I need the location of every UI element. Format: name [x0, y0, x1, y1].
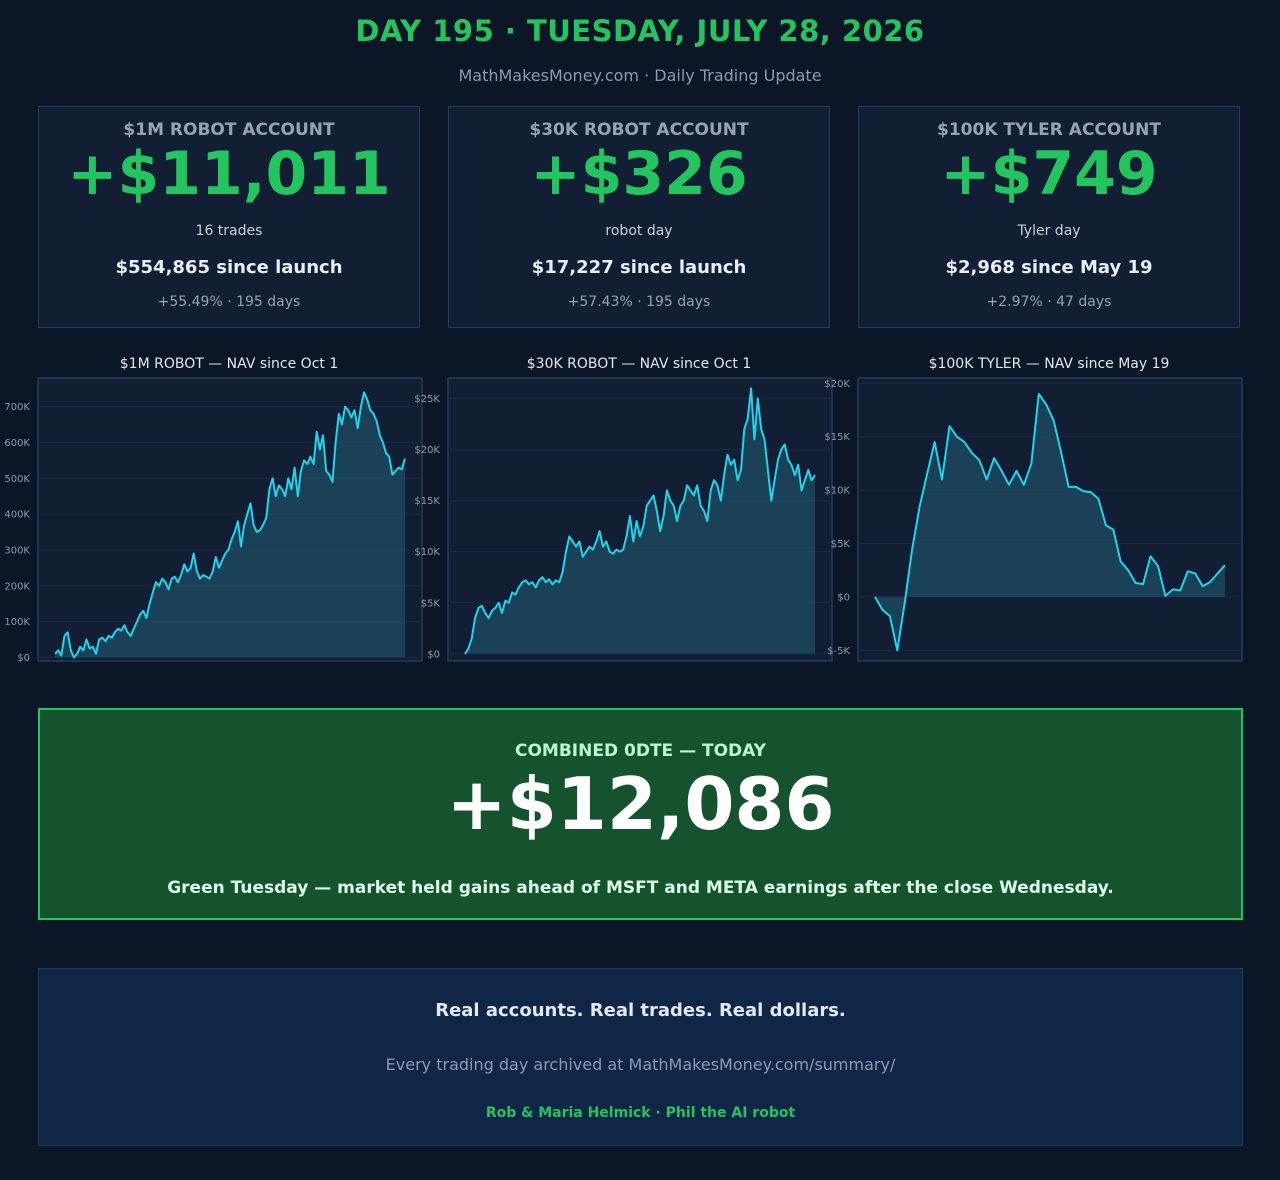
y-tick-label: $0: [427, 649, 440, 660]
chart-100k-tyler: $-5K $0 $5K $10K $15K $20K: [824, 377, 1243, 662]
page-title: DAY 195 · TUESDAY, JULY 28, 2026: [355, 14, 925, 48]
nav-line: [874, 393, 1226, 652]
y-tick-label: 400K: [4, 510, 30, 521]
y-tick-label: $5K: [831, 539, 851, 550]
y-tick-label: $20K: [414, 445, 440, 456]
account-card-100k-tyler: $100K TYLER ACCOUNT +$749 Tyler day $2,9…: [858, 106, 1240, 328]
card-label: $100K TYLER ACCOUNT: [937, 120, 1161, 140]
footer-tagline: Real accounts. Real trades. Real dollars…: [435, 1000, 846, 1021]
account-card-1m-robot: $1M ROBOT ACCOUNT +$11,011 16 trades $55…: [38, 106, 420, 328]
y-tick-label: 500K: [4, 474, 30, 485]
account-card-30k-robot: $30K ROBOT ACCOUNT +$326 robot day $17,2…: [448, 106, 830, 328]
nav-area: [55, 392, 405, 658]
card-daily-pnl: +$749: [940, 139, 1158, 209]
chart-30k-robot: $0 $5K $10K $15K $20K $25K: [414, 377, 833, 662]
combined-label: COMBINED 0DTE — TODAY: [515, 741, 766, 761]
nav-line: [464, 387, 816, 655]
card-percent: +57.43% · 195 days: [567, 294, 711, 310]
chart-title-100k-tyler: $100K TYLER — NAV since May 19: [928, 356, 1170, 372]
y-tick-label: $-5K: [827, 646, 850, 657]
y-tick-label: $15K: [824, 432, 850, 443]
card-since-total: $2,968 since May 19: [945, 257, 1153, 278]
card-since-total: $17,227 since launch: [531, 257, 747, 278]
card-percent: +2.97% · 47 days: [986, 294, 1112, 310]
y-tick-label: 600K: [4, 438, 30, 449]
card-label: $30K ROBOT ACCOUNT: [529, 120, 749, 140]
combined-amount: +$12,086: [446, 762, 835, 846]
y-tick-label: $25K: [414, 394, 440, 405]
card-label: $1M ROBOT ACCOUNT: [123, 120, 335, 140]
y-tick-label: $0: [17, 653, 30, 664]
card-percent: +55.49% · 195 days: [157, 294, 301, 310]
y-tick-label: $20K: [824, 379, 850, 390]
nav-line: [54, 391, 406, 659]
nav-charts: $0100K200K300K400K500K600K700K$0$5K$10K$…: [4, 377, 1243, 664]
market-note: Green Tuesday — market held gains ahead …: [167, 878, 1114, 898]
card-detail: Tyler day: [1017, 223, 1081, 239]
y-tick-label: 100K: [4, 617, 30, 628]
footer-panel: Real accounts. Real trades. Real dollars…: [38, 968, 1243, 1146]
card-detail: 16 trades: [195, 223, 263, 239]
page-subtitle: MathMakesMoney.com · Daily Trading Updat…: [458, 66, 822, 85]
y-tick-label: 700K: [4, 402, 30, 413]
chart-title-30k-robot: $30K ROBOT — NAV since Oct 1: [526, 356, 752, 372]
chart-1m-robot: $0 100K 200K 300K 400K 500K 600K 700K: [4, 377, 423, 664]
nav-area: [875, 394, 1225, 651]
card-since-total: $554,865 since launch: [115, 257, 343, 278]
footer-archive-note: Every trading day archived at MathMakesM…: [385, 1055, 896, 1074]
y-tick-label: 200K: [4, 581, 30, 592]
card-daily-pnl: +$11,011: [67, 139, 391, 209]
y-tick-label: $0: [837, 592, 850, 603]
y-tick-label: $5K: [421, 598, 441, 609]
y-tick-label: $15K: [414, 496, 440, 507]
footer-credits: Rob & Maria Helmick · Phil the AI robot: [485, 1105, 796, 1121]
card-detail: robot day: [605, 223, 673, 239]
card-daily-pnl: +$326: [530, 139, 748, 209]
y-tick-label: $10K: [824, 486, 850, 497]
combined-panel: COMBINED 0DTE — TODAY +$12,086 Green Tue…: [38, 708, 1243, 920]
y-tick-label: 300K: [4, 545, 30, 556]
y-tick-label: $10K: [414, 547, 440, 558]
chart-title-1m-robot: $1M ROBOT — NAV since Oct 1: [119, 356, 339, 372]
